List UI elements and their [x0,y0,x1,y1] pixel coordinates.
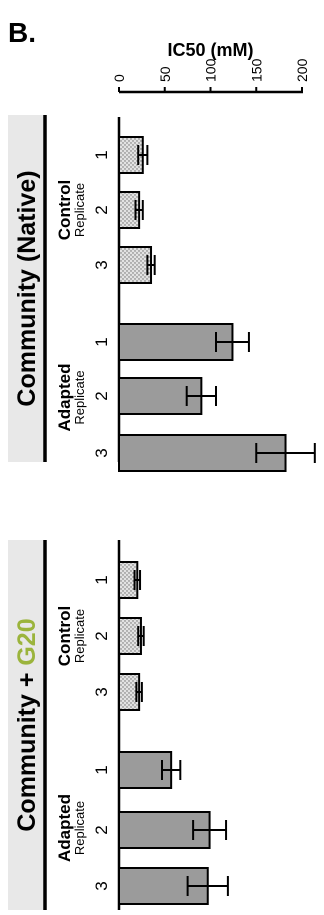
chart-panels: Community (Native) ControlReplicate123Ada… [8,115,316,910]
group-sublabel: Replicate [72,183,87,237]
category-label: 2 [92,631,111,640]
group-sublabel: Replicate [72,370,87,424]
panel: Community (Native) ControlReplicate123Ada… [8,115,316,472]
category-label: 1 [92,765,111,774]
category-label: 1 [92,337,111,346]
panel: Community + G20 ControlReplicate123Adapte… [8,540,229,910]
category-label: 3 [92,260,111,269]
group-label: Adapted [55,364,74,432]
bar [118,246,153,284]
category-label: 2 [92,205,111,214]
panel-title: Community (Native) [13,170,41,406]
x-tick-label: 150 [248,58,264,82]
panel-title-highlight: G20 [13,618,41,665]
x-tick-label: 200 [294,58,310,82]
group-sublabel: Replicate [72,609,87,663]
panel-title: Community + G20 [13,618,41,831]
x-axis: IC50 (mM) 0 50 100 150 200 [111,40,310,94]
category-label: 3 [92,881,111,890]
x-axis-title: IC50 (mM) [167,40,253,60]
category-label: 3 [92,448,111,457]
category-label: 1 [92,150,111,159]
category-label: 2 [92,825,111,834]
panel-band [8,115,44,462]
category-label: 1 [92,575,111,584]
group-label: Control [55,180,74,240]
panel-title-part: Community (Native) [13,170,41,406]
panel-title-part: Community + [13,666,41,832]
category-label: 2 [92,391,111,400]
x-tick-label: 0 [111,74,127,82]
group-label: Adapted [55,794,74,862]
panel-band [8,540,44,910]
group-label: Control [55,606,74,666]
category-label: 3 [92,687,111,696]
x-tick-label: 100 [203,58,219,82]
bar [118,323,234,361]
group-sublabel: Replicate [72,801,87,855]
panel-letter: B. [8,17,36,48]
x-tick-label: 50 [157,66,173,82]
